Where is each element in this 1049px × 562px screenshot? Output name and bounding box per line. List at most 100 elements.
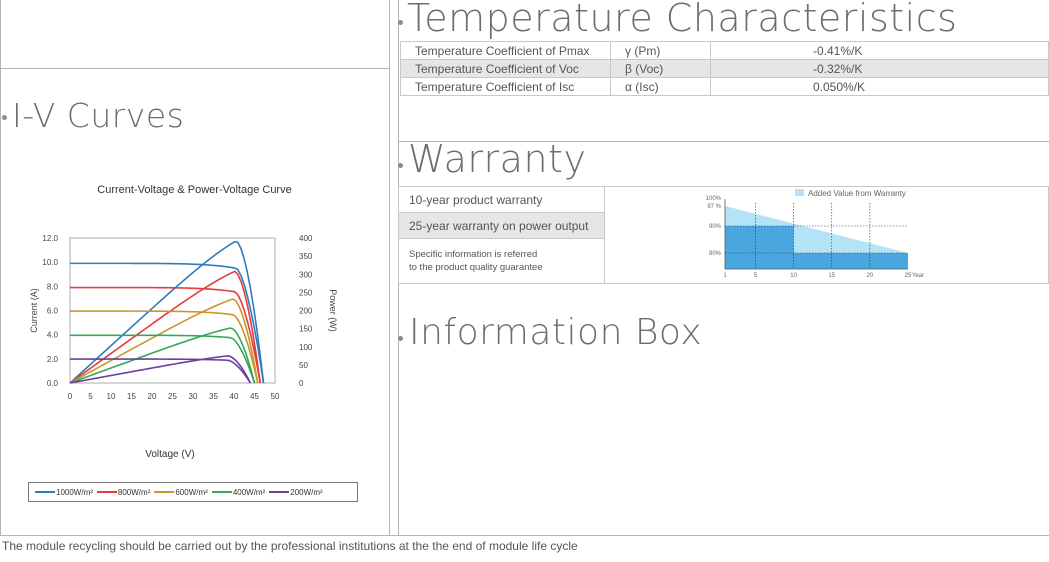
y-tick-label: 6.0 bbox=[47, 307, 59, 316]
legend-swatch-200 bbox=[269, 491, 290, 493]
temp-name-cell: Temperature Coefficient of Pmax bbox=[400, 41, 611, 60]
x-tick-label: 45 bbox=[250, 392, 259, 401]
y2-tick-label: 300 bbox=[299, 270, 313, 279]
x-tick-label: 25 bbox=[168, 392, 177, 401]
y-tick-label: 2.0 bbox=[47, 355, 59, 364]
table-row: Temperature Coefficient of Isc α (Isc) 0… bbox=[400, 77, 1049, 96]
iv-section-title: I-V Curves bbox=[12, 96, 185, 135]
warranty-legend-swatch bbox=[795, 189, 804, 196]
y2-tick-label: 400 bbox=[299, 234, 313, 243]
x-tick-label: 15 bbox=[127, 392, 136, 401]
warranty-section-title: Warranty bbox=[408, 137, 587, 181]
temp-name-cell: Temperature Coefficient of Voc bbox=[400, 59, 611, 78]
top-left-separator bbox=[0, 68, 389, 69]
legend-item-800: 800W/m² bbox=[96, 488, 150, 497]
left-frame-line bbox=[0, 0, 1, 535]
warranty-x-unit: Year bbox=[912, 273, 924, 279]
warranty-chart-cell: 100% 97 % 90% 80% 1 5 10 15 20 25 Year Added Value … bbox=[604, 186, 1049, 284]
temp-section-title: Temperature Characteristics bbox=[407, 0, 958, 40]
warranty-y-tick: 90% bbox=[709, 224, 722, 230]
iv-y2label: Power (W) bbox=[328, 289, 338, 332]
iv-bullet bbox=[2, 115, 7, 120]
warranty-y-tick: 97 % bbox=[707, 204, 721, 210]
y2-tick-label: 50 bbox=[299, 361, 308, 370]
legend-item-400: 400W/m² bbox=[211, 488, 265, 497]
table-row: Specific information is referred to the … bbox=[398, 238, 1049, 284]
y-tick-label: 12.0 bbox=[42, 234, 58, 243]
legend-swatch-400 bbox=[211, 491, 232, 493]
divider-left bbox=[389, 0, 390, 535]
x-tick-label: 0 bbox=[68, 392, 73, 401]
iv-curve-1 bbox=[70, 286, 262, 384]
pv-curve-3 bbox=[69, 327, 256, 384]
warranty-info-line1: Specific information is referred bbox=[409, 249, 538, 261]
y2-tick-label: 150 bbox=[299, 325, 313, 334]
temp-bottom-line bbox=[398, 141, 1049, 142]
legend-item-200: 200W/m² bbox=[269, 488, 323, 497]
info-section-title: Information Box bbox=[409, 312, 703, 353]
temp-value-cell: 0.050%/K bbox=[710, 77, 1049, 96]
temp-symbol-cell: β (Voc) bbox=[610, 59, 711, 78]
footer-note: The module recycling should be carried o… bbox=[2, 539, 578, 553]
info-bullet bbox=[398, 336, 403, 341]
pv-curve-2 bbox=[69, 298, 259, 384]
y2-tick-label: 0 bbox=[299, 379, 304, 388]
x-tick-label: 5 bbox=[88, 392, 93, 401]
temperature-table: Temperature Coefficient of Pmax γ (Pm) -… bbox=[400, 41, 1049, 96]
warranty-x-tick: 20 bbox=[867, 273, 874, 279]
legend-swatch-800 bbox=[96, 491, 117, 493]
legend-item-600: 600W/m² bbox=[154, 488, 208, 497]
warranty-x-tick: 5 bbox=[754, 273, 758, 279]
warranty-info: Specific information is referred to the … bbox=[398, 238, 605, 284]
iv-chart-title: Current-Voltage & Power-Voltage Curve bbox=[97, 184, 292, 196]
temp-value-cell: -0.41%/K bbox=[710, 41, 1049, 60]
table-row: 10-year product warranty 100% 97 % 90% 80% 1… bbox=[398, 185, 1049, 284]
pv-curve-4 bbox=[69, 355, 252, 384]
iv-legend: 1000W/m² 800W/m² 600W/m² 400W/m² 200W/m² bbox=[28, 482, 358, 502]
y-tick-label: 4.0 bbox=[47, 331, 59, 340]
warranty-legend-label: Added Value from Warranty bbox=[808, 189, 906, 198]
x-tick-label: 35 bbox=[209, 392, 218, 401]
warranty-x-tick: 10 bbox=[790, 273, 797, 279]
y2-tick-label: 250 bbox=[299, 288, 313, 297]
y2-tick-label: 100 bbox=[299, 343, 313, 352]
iv-curve-2 bbox=[70, 310, 259, 384]
iv-curve-3 bbox=[70, 334, 256, 384]
table-row: Temperature Coefficient of Pmax γ (Pm) -… bbox=[400, 41, 1049, 60]
temp-symbol-cell: γ (Pm) bbox=[610, 41, 711, 60]
warranty-x-tick: 15 bbox=[828, 273, 835, 279]
legend-swatch-1000 bbox=[35, 491, 55, 493]
legend-swatch-600 bbox=[154, 491, 175, 493]
warranty-info-line2: to the product quality guarantee bbox=[409, 262, 543, 274]
iv-ylabel: Current (A) bbox=[29, 288, 39, 333]
temp-bullet bbox=[398, 20, 403, 25]
warranty-x-tick: 25 bbox=[905, 273, 912, 279]
iv-xlabel: Voltage (V) bbox=[145, 449, 195, 460]
y-tick-label: 10.0 bbox=[42, 258, 58, 267]
x-tick-label: 50 bbox=[271, 392, 280, 401]
pv-curve-0 bbox=[69, 240, 265, 384]
warranty-y-tick: 80% bbox=[709, 251, 722, 257]
pv-curve-1 bbox=[69, 270, 262, 384]
y-tick-label: 8.0 bbox=[47, 282, 59, 291]
warranty-bullet bbox=[398, 163, 403, 168]
x-tick-label: 30 bbox=[189, 392, 198, 401]
iv-curve-4 bbox=[70, 358, 252, 384]
temp-symbol-cell: α (Isc) bbox=[610, 77, 711, 96]
warranty-x-tick: 1 bbox=[723, 273, 727, 279]
iv-chart: 0 5 10 15 20 25 30 35 40 45 50 0.0 2.0 4.0 6.0 8.0 10.0 1… bbox=[29, 234, 338, 401]
bottom-separator bbox=[0, 535, 1049, 536]
iv-curve-0 bbox=[70, 262, 265, 384]
y2-tick-label: 200 bbox=[299, 307, 313, 316]
x-tick-label: 10 bbox=[107, 392, 116, 401]
table-row: Temperature Coefficient of Voc β (Voc) -… bbox=[400, 59, 1049, 78]
warranty-power: 25-year warranty on power output bbox=[398, 212, 605, 240]
y2-tick-label: 350 bbox=[299, 252, 313, 261]
x-tick-label: 20 bbox=[148, 392, 157, 401]
warranty-product: 10-year product warranty bbox=[398, 185, 605, 214]
temp-value-cell: -0.32%/K bbox=[710, 59, 1049, 78]
legend-item-1000: 1000W/m² bbox=[35, 488, 93, 497]
table-row: 25-year warranty on power output bbox=[398, 212, 1049, 240]
temp-name-cell: Temperature Coefficient of Isc bbox=[400, 77, 611, 96]
